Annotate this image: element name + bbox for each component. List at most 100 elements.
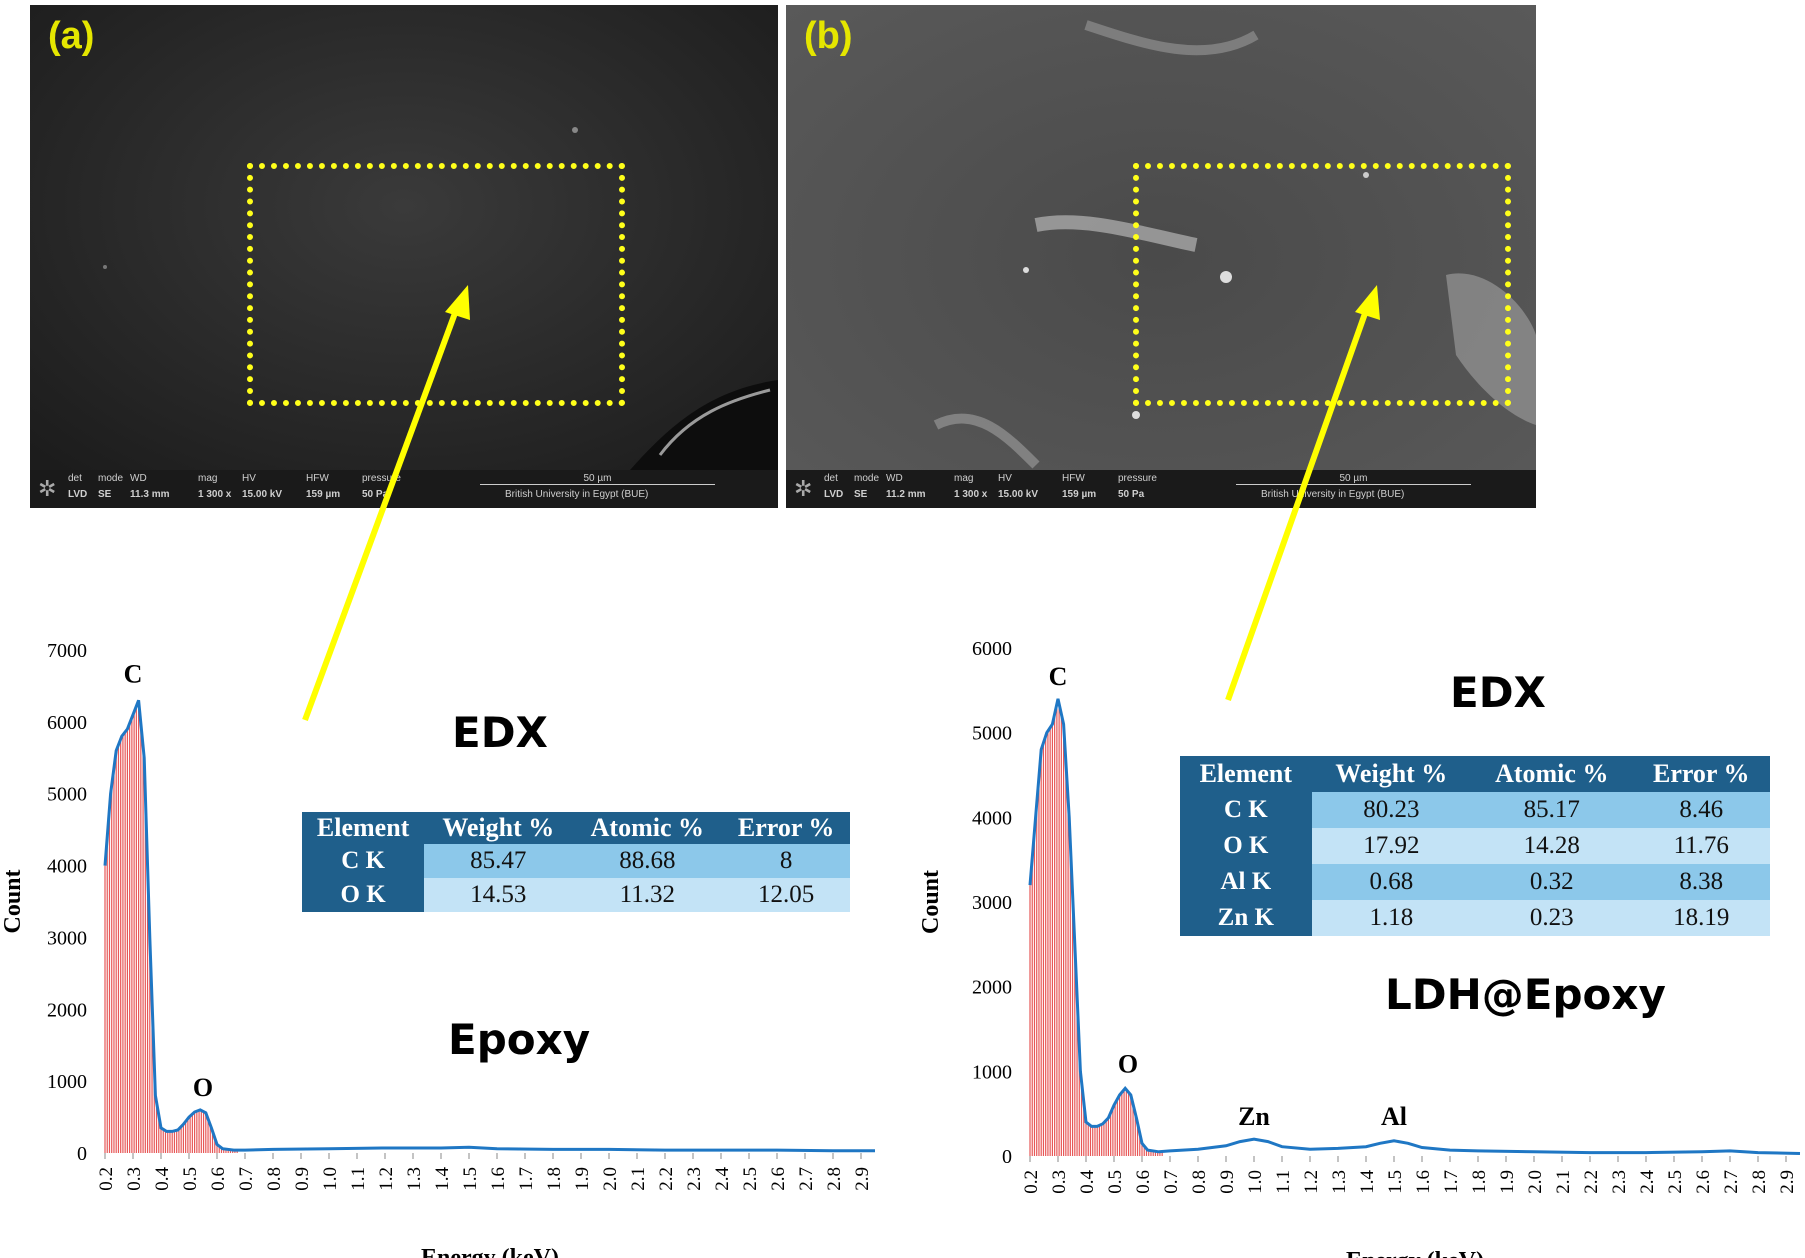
label-mag: mag: [198, 473, 218, 484]
roi-box-b: [1133, 163, 1511, 406]
x-tick-label: 0.8: [1189, 1170, 1210, 1194]
value-mode: SE: [98, 489, 112, 500]
y-tick-label: 7000: [47, 640, 87, 662]
label-det: det: [824, 473, 838, 484]
x-tick-label: 1.9: [1497, 1170, 1518, 1194]
header-weight: Weight %: [424, 812, 573, 844]
x-tick-label: 1.3: [404, 1167, 425, 1191]
cell-weight: 85.47: [424, 844, 573, 878]
x-axis-label: Energy (keV): [421, 1245, 559, 1258]
sem-image-a: (a) ✲ det LVD mode SE WD 11.3 mm mag 1 3…: [30, 5, 778, 508]
x-tick-label: 0.4: [1077, 1170, 1098, 1194]
cell-weight: 14.53: [424, 878, 573, 912]
header-atomic: Atomic %: [1471, 756, 1633, 792]
edx-heading-left: EDX: [452, 708, 548, 757]
x-tick-label: 2.3: [684, 1167, 705, 1191]
spectrum-bars: [1029, 703, 1163, 1156]
x-tick-label: 1.7: [1441, 1170, 1462, 1194]
x-tick-label: 2.9: [852, 1167, 873, 1191]
value-mode: SE: [854, 489, 868, 500]
cell-atomic: 0.32: [1471, 864, 1633, 900]
x-tick-label: 0.6: [1133, 1170, 1154, 1194]
peak-label: O: [193, 1073, 213, 1102]
cell-element: O K: [1180, 828, 1312, 864]
institution-label: British University in Egypt (BUE): [1261, 489, 1405, 500]
cell-element: Al K: [1180, 864, 1312, 900]
header-element: Element: [1180, 756, 1312, 792]
table-row: Zn K 1.18 0.23 18.19: [1180, 900, 1770, 936]
y-tick-label: 2000: [47, 999, 87, 1021]
table-row: C K 85.47 88.68 8: [302, 844, 850, 878]
header-element: Element: [302, 812, 425, 844]
header-error: Error %: [722, 812, 850, 844]
x-tick-label: 1.5: [1385, 1170, 1406, 1194]
cell-error: 8.46: [1632, 792, 1770, 828]
sample-name-left: Epoxy: [448, 1015, 591, 1064]
label-wd: WD: [886, 473, 903, 484]
x-tick-label: 2.0: [600, 1167, 621, 1191]
edx-spectrum-right: 0 1000 2000 3000 4000 5000 6000 0.2 0.3 0.4 0.5 0.6…: [920, 638, 1801, 1258]
institution-label: British University in Egypt (BUE): [505, 489, 649, 500]
peak-label: C: [124, 660, 143, 689]
x-tick-label: 0.3: [124, 1167, 145, 1191]
value-hv: 15.00 kV: [242, 489, 283, 500]
label-pressure: pressure: [362, 473, 401, 484]
y-tick-label: 6000: [47, 712, 87, 734]
cell-element: O K: [302, 878, 425, 912]
arrow-a: [302, 285, 470, 722]
sem-texture-b: [786, 5, 1536, 508]
cell-element: Zn K: [1180, 900, 1312, 936]
y-tick-label: 0: [1002, 1146, 1012, 1168]
panel-label-b: (b): [804, 15, 853, 57]
spectrum-line: [1028, 698, 1801, 1155]
x-tick-label: 1.8: [1469, 1170, 1490, 1194]
x-tick-label: 0.3: [1049, 1170, 1070, 1194]
y-axis-label: Count: [0, 869, 26, 933]
x-tick-label: 1.7: [516, 1167, 537, 1191]
x-tick-label: 2.2: [656, 1167, 677, 1191]
value-hv: 15.00 kV: [998, 489, 1039, 500]
x-tick-label: 2.2: [1581, 1170, 1602, 1194]
y-tick-label: 3000: [47, 927, 87, 949]
label-hv: HV: [998, 473, 1012, 484]
x-tick-label: 0.8: [264, 1167, 285, 1191]
x-tick-label: 2.4: [712, 1167, 733, 1191]
peak-label: Zn: [1238, 1102, 1270, 1131]
x-tick-label: 2.1: [1553, 1170, 1574, 1194]
x-tick-label: 1.1: [348, 1167, 369, 1191]
x-tick-label: 2.4: [1637, 1170, 1658, 1194]
edx-table-right: Element Weight % Atomic % Error % C K 80…: [1180, 756, 1770, 936]
x-tick-label: 2.0: [1525, 1170, 1546, 1194]
sample-name-right: LDH@Epoxy: [1385, 970, 1666, 1019]
y-tick-label: 5000: [972, 723, 1012, 745]
panel-label-a: (a): [48, 15, 95, 57]
sem-info-bar-b: ✲ det LVD mode SE WD 11.2 mm mag 1 300 x…: [786, 470, 1536, 508]
cell-weight: 17.92: [1311, 828, 1472, 864]
x-tick-label: 0.7: [1161, 1170, 1182, 1194]
x-tick-label: 2.6: [768, 1167, 789, 1191]
peak-label: Al: [1381, 1102, 1407, 1131]
arrow-b: [1225, 285, 1380, 702]
x-tick-label: 2.3: [1609, 1170, 1630, 1194]
x-tick-label: 2.6: [1693, 1170, 1714, 1194]
cell-atomic: 11.32: [572, 878, 723, 912]
spectrum-bars: [104, 700, 238, 1153]
label-mag: mag: [954, 473, 974, 484]
value-hfw: 159 µm: [306, 489, 341, 500]
value-pressure: 50 Pa: [362, 489, 389, 500]
y-tick-label: 3000: [972, 892, 1012, 914]
x-tick-label: 2.5: [1665, 1170, 1686, 1194]
table-row: C K 80.23 85.17 8.46: [1180, 792, 1770, 828]
value-mag: 1 300 x: [954, 489, 988, 500]
label-hfw: HFW: [306, 473, 329, 484]
cell-atomic: 88.68: [572, 844, 723, 878]
x-tick-label: 1.6: [488, 1167, 509, 1191]
x-tick-label: 1.2: [1301, 1170, 1322, 1194]
scale-bar: 50 µm: [480, 473, 715, 485]
y-axis-label: Count: [920, 870, 944, 934]
label-mode: mode: [98, 473, 124, 484]
roi-box-a: [247, 163, 625, 406]
x-tick-label: 2.5: [740, 1167, 761, 1191]
x-tick-label: 1.2: [376, 1167, 397, 1191]
